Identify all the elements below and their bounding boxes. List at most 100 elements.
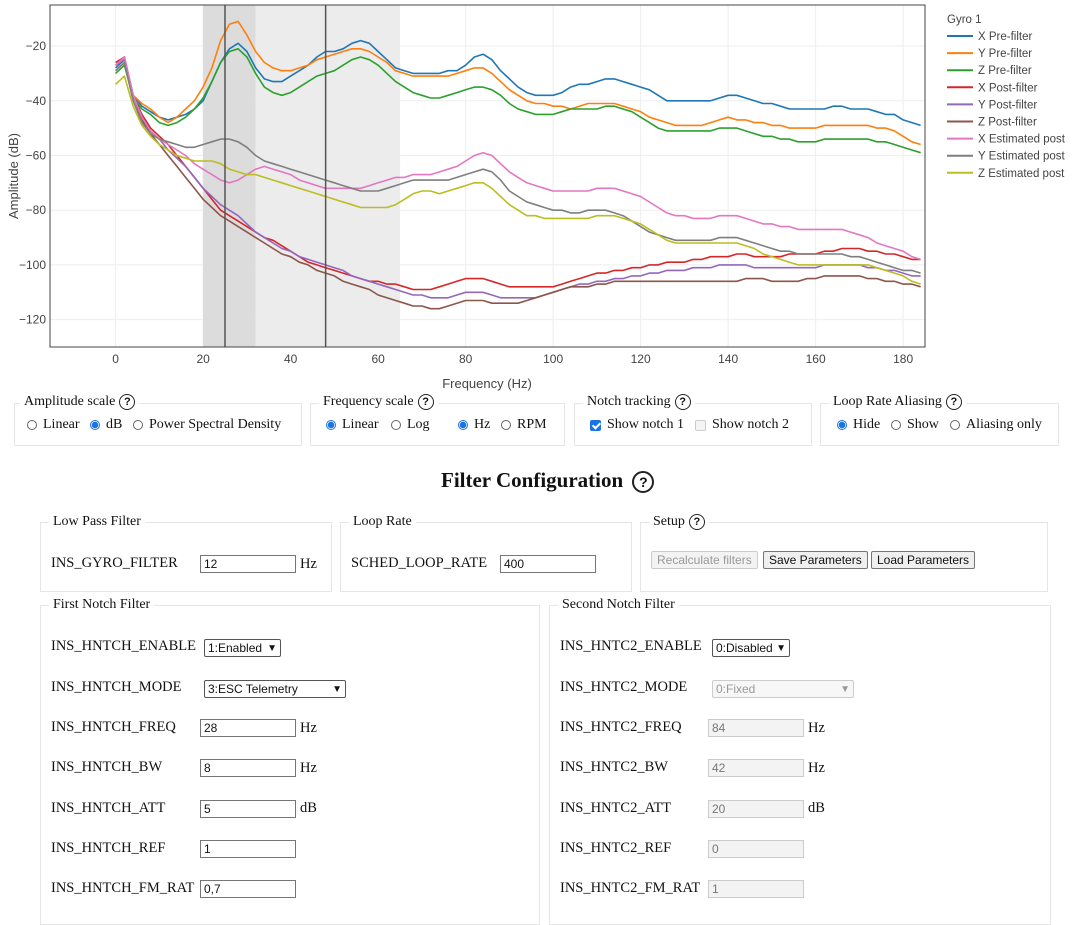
amplitude-linear-option[interactable]: Linear xyxy=(27,417,80,433)
show-notch2-checkbox[interactable]: Show notch 2 xyxy=(695,417,789,433)
ins-hntch-mode-select[interactable]: 3:ESC Telemetry ▼ xyxy=(204,680,346,698)
amplitude-scale-panel xyxy=(14,403,302,446)
radio-icon[interactable] xyxy=(391,420,401,430)
ins-hntch-ref-label: INS_HNTCH_REF xyxy=(51,840,166,856)
y-tick-label: −20 xyxy=(26,39,47,53)
help-icon[interactable]: ? xyxy=(688,514,705,530)
option-label: Show notch 1 xyxy=(607,417,684,432)
x-axis-title: Frequency (Hz) xyxy=(442,376,532,391)
setup-label: Setup xyxy=(653,514,685,529)
ins-hntch-att-label: INS_HNTCH_ATT xyxy=(51,800,166,816)
x-tick-label: 0 xyxy=(112,352,119,366)
ins-hntc2-fm-rat-label: INS_HNTC2_FM_RAT xyxy=(560,880,701,896)
frequency-rpm-option[interactable]: RPM xyxy=(501,417,547,433)
legend-entry: Y Pre-filter xyxy=(978,48,1032,60)
help-icon[interactable]: ? xyxy=(632,471,655,493)
frequency-spectrum-chart[interactable]: 0 20 40 60 80 100 120 140 160 180 −120 −100 −80 −60 −4… xyxy=(0,0,1087,395)
ins-hntc2-bw-input[interactable]: 42 xyxy=(708,759,804,777)
y-tick-label: −120 xyxy=(19,313,46,327)
ins-gyro-filter-label: INS_GYRO_FILTER xyxy=(51,555,178,571)
ins-hntch-att-input[interactable]: 5 xyxy=(200,800,296,818)
radio-icon[interactable] xyxy=(501,420,511,430)
radio-selected-icon[interactable] xyxy=(458,420,468,430)
save-parameters-button[interactable]: Save Parameters xyxy=(763,551,868,569)
unit-label: Hz xyxy=(300,720,317,736)
help-icon[interactable]: ? xyxy=(945,394,962,410)
radio-icon[interactable] xyxy=(891,420,901,430)
ins-hntch-bw-input[interactable]: 8 xyxy=(200,759,296,777)
ins-hntc2-att-label: INS_HNTC2_ATT xyxy=(560,800,672,816)
ins-hntch-freq-input[interactable]: 28 xyxy=(200,719,296,737)
option-label: Log xyxy=(407,417,430,432)
unit-label: Hz xyxy=(300,760,317,776)
recalculate-filters-button[interactable]: Recalculate filters xyxy=(651,551,758,569)
ins-hntc2-freq-label: INS_HNTC2_FREQ xyxy=(560,719,682,735)
ins-hntc2-mode-select[interactable]: 0:Fixed ▼ xyxy=(712,680,854,698)
frequency-linear-option[interactable]: Linear xyxy=(326,417,379,433)
help-icon[interactable]: ? xyxy=(674,394,691,410)
x-tick-label: 20 xyxy=(196,352,210,366)
ins-hntch-ref-input[interactable]: 1 xyxy=(200,840,296,858)
ins-hntc2-ref-label: INS_HNTC2_REF xyxy=(560,840,672,856)
chevron-down-icon: ▼ xyxy=(776,643,786,654)
radio-icon[interactable] xyxy=(950,420,960,430)
ins-hntc2-enable-label: INS_HNTC2_ENABLE xyxy=(560,638,702,654)
x-tick-label: 140 xyxy=(718,352,738,366)
first-notch-filter-title: First Notch Filter xyxy=(49,597,155,613)
chart-legend[interactable]: Gyro 1 X Pre-filter Y Pre-filter Z Pre-fil… xyxy=(947,14,1066,180)
ins-hntc2-bw-label: INS_HNTC2_BW xyxy=(560,759,668,775)
ins-hntc2-freq-input[interactable]: 84 xyxy=(708,719,804,737)
ins-hntc2-enable-select[interactable]: 0:Disabled ▼ xyxy=(712,639,790,657)
y-tick-label: −100 xyxy=(19,258,46,272)
ins-hntc2-fm-rat-input[interactable]: 1 xyxy=(708,880,804,898)
radio-selected-icon[interactable] xyxy=(837,420,847,430)
radio-icon[interactable] xyxy=(27,420,37,430)
ins-gyro-filter-input[interactable]: 12 xyxy=(200,555,296,573)
aliasing-hide-option[interactable]: Hide xyxy=(837,417,880,433)
series-lines xyxy=(115,20,921,310)
option-label: Show xyxy=(907,417,939,432)
setup-title: Setup? xyxy=(649,514,709,530)
ins-hntch-freq-label: INS_HNTCH_FREQ xyxy=(51,719,176,735)
series-line xyxy=(115,61,921,274)
notch-bands xyxy=(203,5,400,347)
checkbox-disabled-icon[interactable] xyxy=(695,419,706,431)
radio-icon[interactable] xyxy=(133,420,143,430)
frequency-scale-label: Frequency scale xyxy=(323,394,414,409)
aliasing-only-option[interactable]: Aliasing only xyxy=(950,417,1042,433)
filter-configuration-heading: Filter Configuration ? xyxy=(441,468,655,493)
radio-selected-icon[interactable] xyxy=(90,420,100,430)
frequency-log-option[interactable]: Log xyxy=(391,417,430,433)
checkbox-checked-icon[interactable] xyxy=(590,419,601,431)
select-value: 1:Enabled xyxy=(208,641,263,655)
notch-lines xyxy=(224,5,327,347)
ins-hntch-fm-rat-input[interactable]: 0,7 xyxy=(200,880,296,898)
amplitude-scale-label: Amplitude scale xyxy=(24,394,116,409)
ins-hntch-enable-select[interactable]: 1:Enabled ▼ xyxy=(204,639,281,657)
y-tick-label: −80 xyxy=(26,203,47,217)
radio-selected-icon[interactable] xyxy=(326,420,336,430)
legend-entry: X Post-filter xyxy=(978,82,1038,94)
amplitude-psd-option[interactable]: Power Spectral Density xyxy=(133,417,281,433)
show-notch1-checkbox[interactable]: Show notch 1 xyxy=(590,417,684,433)
legend-title: Gyro 1 xyxy=(947,14,982,26)
amplitude-db-option[interactable]: dB xyxy=(90,417,122,433)
aliasing-show-option[interactable]: Show xyxy=(891,417,939,433)
frequency-hz-option[interactable]: Hz xyxy=(458,417,490,433)
legend-entry: Z Post-filter xyxy=(978,117,1037,129)
option-label: Hz xyxy=(474,417,491,432)
option-label: Hide xyxy=(853,417,881,432)
chevron-down-icon: ▼ xyxy=(840,684,850,695)
amplitude-scale-title: Amplitude scale? xyxy=(20,394,140,410)
unit-label: dB xyxy=(808,800,825,816)
help-icon[interactable]: ? xyxy=(417,394,434,410)
ins-hntc2-att-input[interactable]: 20 xyxy=(708,800,804,818)
help-icon[interactable]: ? xyxy=(119,394,136,410)
loop-rate-title: Loop Rate xyxy=(349,514,416,530)
setup-panel xyxy=(640,522,1048,592)
ins-hntc2-ref-input[interactable]: 0 xyxy=(708,840,804,858)
load-parameters-button[interactable]: Load Parameters xyxy=(871,551,976,569)
second-notch-filter-title: Second Notch Filter xyxy=(558,597,679,613)
sched-loop-rate-input[interactable]: 400 xyxy=(500,555,596,573)
legend-entry: Z Pre-filter xyxy=(978,65,1032,77)
